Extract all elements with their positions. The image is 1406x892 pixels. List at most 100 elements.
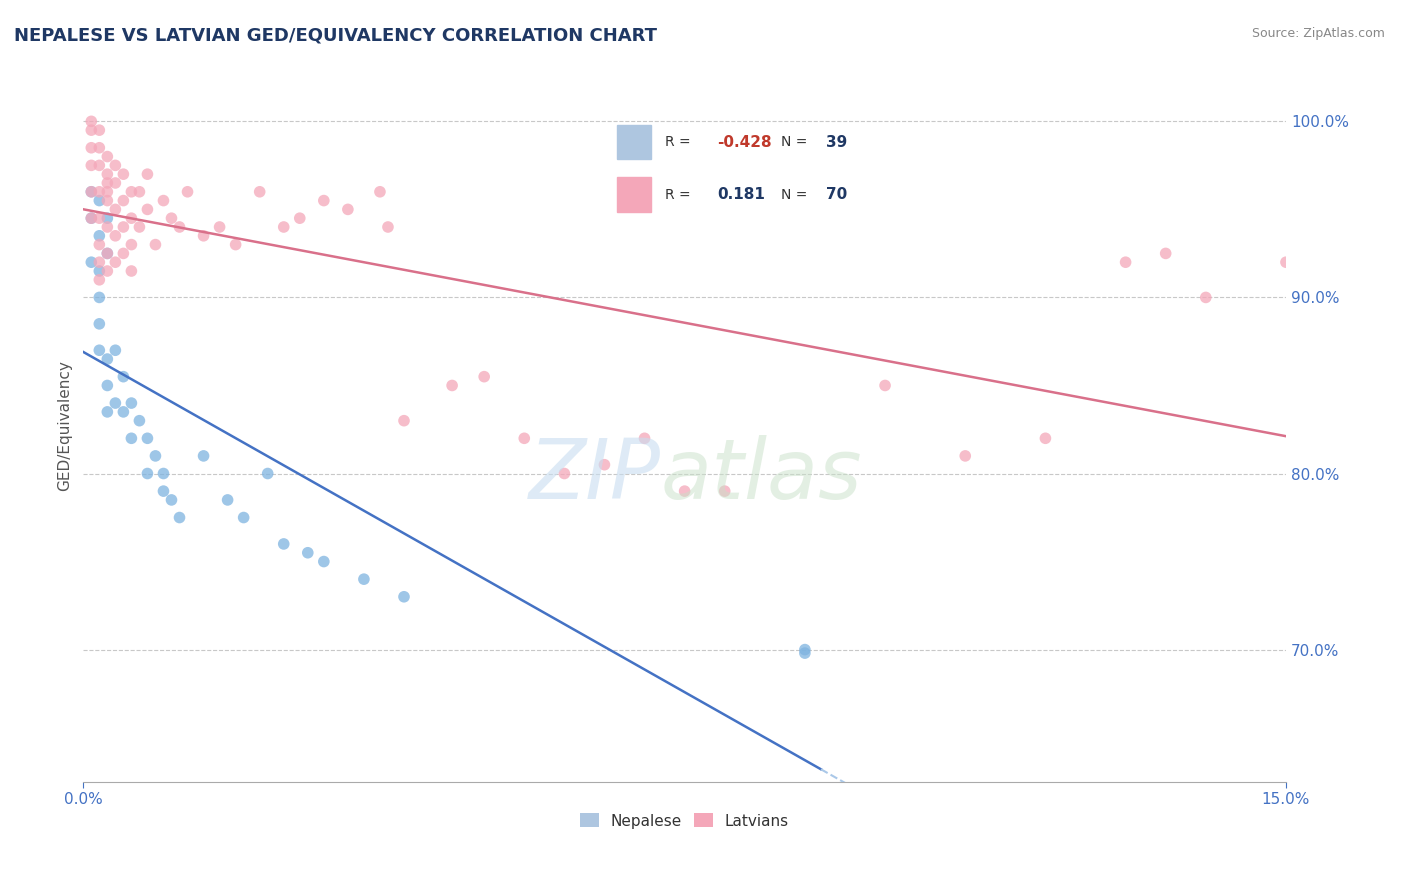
Point bbox=[152, 484, 174, 499]
Point bbox=[89, 317, 111, 331]
Point bbox=[1115, 255, 1137, 269]
Point bbox=[392, 414, 415, 428]
Point bbox=[96, 211, 118, 226]
Point bbox=[169, 219, 191, 234]
Point bbox=[96, 378, 118, 392]
Y-axis label: GED/Equivalency: GED/Equivalency bbox=[58, 359, 72, 491]
Point bbox=[1275, 255, 1298, 269]
Text: Source: ZipAtlas.com: Source: ZipAtlas.com bbox=[1251, 27, 1385, 40]
Point bbox=[273, 219, 295, 234]
Point bbox=[80, 141, 103, 155]
Point bbox=[273, 537, 295, 551]
Point bbox=[89, 123, 111, 137]
Point bbox=[80, 211, 103, 226]
Point bbox=[176, 185, 198, 199]
Point bbox=[136, 431, 159, 445]
Point bbox=[112, 194, 135, 208]
Point bbox=[136, 467, 159, 481]
Point bbox=[96, 405, 118, 419]
Point bbox=[104, 255, 127, 269]
Point bbox=[553, 467, 575, 481]
Point bbox=[80, 185, 103, 199]
Point bbox=[793, 646, 815, 660]
Point bbox=[256, 467, 278, 481]
Point bbox=[793, 642, 815, 657]
Point bbox=[441, 378, 464, 392]
Point bbox=[136, 167, 159, 181]
Point bbox=[120, 211, 142, 226]
Point bbox=[96, 219, 118, 234]
Point bbox=[112, 405, 135, 419]
Point bbox=[513, 431, 536, 445]
Point bbox=[145, 449, 167, 463]
Point bbox=[89, 237, 111, 252]
Point bbox=[208, 219, 231, 234]
Point bbox=[128, 219, 150, 234]
Point bbox=[96, 352, 118, 367]
Point bbox=[89, 228, 111, 243]
Point bbox=[193, 449, 215, 463]
Point bbox=[89, 273, 111, 287]
Point bbox=[713, 484, 735, 499]
Point bbox=[193, 228, 215, 243]
Point bbox=[120, 431, 142, 445]
Point bbox=[120, 396, 142, 410]
Point bbox=[377, 219, 399, 234]
Point bbox=[104, 396, 127, 410]
Point bbox=[232, 510, 254, 524]
Point bbox=[217, 492, 239, 507]
Point bbox=[112, 246, 135, 260]
Point bbox=[136, 202, 159, 217]
Point bbox=[96, 246, 118, 260]
Point bbox=[80, 255, 103, 269]
Point bbox=[104, 176, 127, 190]
Point bbox=[104, 343, 127, 358]
Point bbox=[96, 194, 118, 208]
Point bbox=[152, 194, 174, 208]
Point bbox=[80, 158, 103, 172]
Point bbox=[152, 467, 174, 481]
Point bbox=[873, 378, 896, 392]
Point bbox=[112, 219, 135, 234]
Point bbox=[633, 431, 655, 445]
Point bbox=[104, 202, 127, 217]
Point bbox=[104, 228, 127, 243]
Point bbox=[225, 237, 247, 252]
Text: NEPALESE VS LATVIAN GED/EQUIVALENCY CORRELATION CHART: NEPALESE VS LATVIAN GED/EQUIVALENCY CORR… bbox=[14, 27, 657, 45]
Point bbox=[104, 158, 127, 172]
Point bbox=[89, 211, 111, 226]
Point bbox=[673, 484, 696, 499]
Point bbox=[89, 158, 111, 172]
Point bbox=[312, 194, 335, 208]
Point bbox=[128, 185, 150, 199]
Point bbox=[368, 185, 391, 199]
Point bbox=[96, 185, 118, 199]
Point bbox=[89, 343, 111, 358]
Point bbox=[96, 167, 118, 181]
Point bbox=[89, 185, 111, 199]
Point bbox=[593, 458, 616, 472]
Point bbox=[353, 572, 375, 586]
Point bbox=[96, 150, 118, 164]
Point bbox=[89, 141, 111, 155]
Legend: Nepalese, Latvians: Nepalese, Latvians bbox=[574, 807, 794, 835]
Text: atlas: atlas bbox=[661, 434, 862, 516]
Point bbox=[89, 194, 111, 208]
Point bbox=[80, 185, 103, 199]
Point bbox=[120, 185, 142, 199]
Point bbox=[1035, 431, 1057, 445]
Point bbox=[288, 211, 311, 226]
Point bbox=[1154, 246, 1177, 260]
Point bbox=[955, 449, 977, 463]
Point bbox=[112, 369, 135, 384]
Point bbox=[112, 167, 135, 181]
Text: ZIP: ZIP bbox=[529, 434, 661, 516]
Point bbox=[128, 414, 150, 428]
Point bbox=[392, 590, 415, 604]
Point bbox=[120, 237, 142, 252]
Point bbox=[249, 185, 271, 199]
Point bbox=[96, 176, 118, 190]
Point bbox=[80, 123, 103, 137]
Point bbox=[160, 492, 183, 507]
Point bbox=[472, 369, 495, 384]
